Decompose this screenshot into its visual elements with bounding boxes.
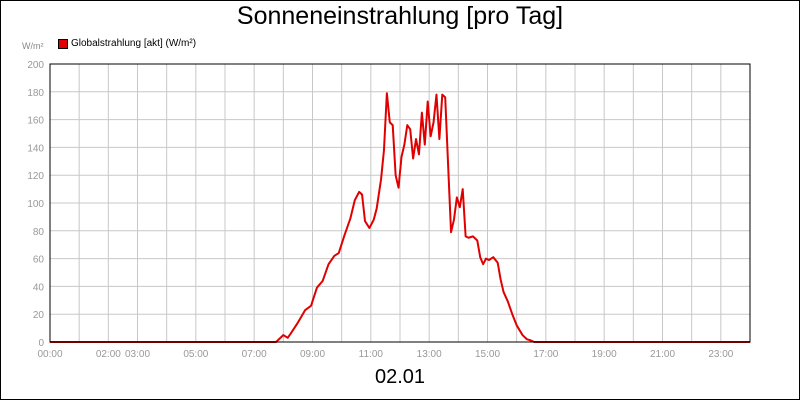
x-tick-label: 07:00 [242, 349, 267, 360]
x-tick-label: 09:00 [300, 349, 325, 360]
y-tick-label: 200 [27, 60, 44, 71]
y-tick-label: 140 [27, 143, 44, 154]
x-tick-label: 13:00 [417, 349, 442, 360]
y-tick-label: 80 [33, 227, 45, 238]
plot-area-border [49, 63, 751, 343]
y-tick-label: 120 [27, 171, 44, 182]
x-tick-label: 15:00 [475, 349, 500, 360]
x-tick-label: 03:00 [125, 349, 150, 360]
x-tick-label: 00:00 [37, 349, 62, 360]
y-tick-label: 180 [27, 88, 44, 99]
y-tick-label: 40 [33, 282, 45, 293]
date-label: 02.01 [374, 366, 426, 388]
x-tick-label: 11:00 [359, 349, 384, 360]
legend-swatch [58, 38, 68, 49]
chart-title: Sonneneinstrahlung [pro Tag] [236, 2, 564, 30]
x-tick-label: 02:00 [96, 349, 121, 360]
x-tick-label: 05:00 [183, 349, 208, 360]
x-tick-label: 23:00 [708, 349, 733, 360]
y-tick-label: 100 [27, 199, 44, 210]
y-tick-label: 160 [27, 116, 44, 127]
series-line [50, 92, 750, 343]
y-axis-unit-label: W/m² [22, 41, 44, 51]
x-tick-label: 19:00 [592, 349, 617, 360]
y-tick-label: 0 [38, 338, 44, 349]
legend-label: Globalstrahlung [akt] (W/m²) [71, 38, 197, 49]
x-tick-label: 17:00 [533, 349, 558, 360]
legend: Globalstrahlung [akt] (W/m²) [58, 38, 196, 49]
x-tick-label: 21:00 [650, 349, 675, 360]
y-tick-label: 60 [33, 255, 45, 266]
y-tick-label: 20 [33, 310, 45, 321]
